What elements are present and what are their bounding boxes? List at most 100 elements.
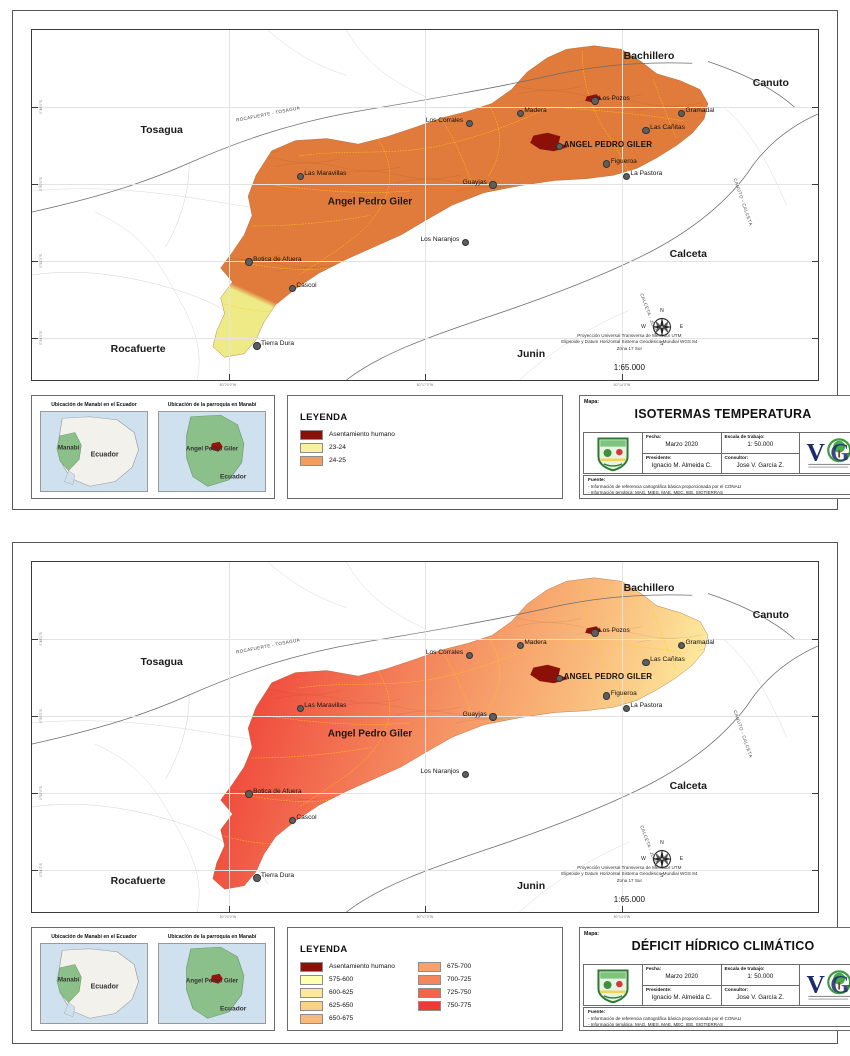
fuente-line: - Información temática: MAG, MIES, MAE, …: [588, 490, 724, 495]
fuente-line: - Información de referencia cartográfica…: [588, 1016, 742, 1021]
legend-column: 675-700 700-725 725-750 750-775: [418, 961, 471, 1013]
axis-tick-right: [812, 107, 818, 109]
axis-tick-right: [812, 793, 818, 795]
axis-tick-bottom: [621, 374, 623, 380]
legend-swatch-icon: [300, 442, 323, 453]
legend-swatch-icon: [300, 987, 323, 998]
settlement-dot-icon: [603, 160, 611, 168]
legend-column: Asentamiento humano 23-24 24-25: [300, 429, 395, 468]
graticule-line-vertical: [621, 562, 623, 912]
neighbor-label: Junin: [517, 879, 546, 892]
bottom-strip: Ubicación de Manabí en el Ecuador Manabí E…: [31, 927, 850, 1031]
settlement-dot-icon: [288, 284, 297, 292]
north-label-s: S: [660, 341, 664, 347]
locator-inset-1: Ubicación de Manabí en el Ecuador Manabí E…: [38, 934, 150, 1026]
graticule-line-vertical: [425, 30, 426, 380]
legend-swatch-icon: [300, 1000, 323, 1011]
settlement-dot-icon: [465, 120, 473, 128]
svg-text:G: G: [830, 969, 850, 998]
settlement-dot-icon: [603, 692, 611, 700]
axis-tick-bottom: [425, 906, 427, 912]
coat-of-arms-icon: [584, 433, 643, 473]
consultor-value: Jose V. García Z.: [736, 993, 785, 1001]
neighbor-label: Tosagua: [140, 655, 183, 668]
settlement-dot-icon: [642, 127, 650, 135]
locator-panel: Ubicación de Manabí en el Ecuador Manabí E…: [31, 927, 275, 1031]
settlement-label: Botica de Afuera: [253, 787, 302, 795]
settlement-label: La Pastora: [630, 169, 663, 177]
settlement-dot-icon: [642, 659, 650, 667]
settlement-label: Los Naranjos: [420, 768, 460, 776]
axis-tick-left: [32, 716, 38, 718]
settlement-dot-icon: [622, 172, 631, 180]
bottom-strip: Ubicación de Manabí en el Ecuador Manabí E…: [31, 395, 850, 499]
axis-label-y: 0°54'0"S: [39, 331, 43, 345]
settlement-label: Cascol: [296, 281, 317, 289]
settlement-label: Tierra Dura: [261, 339, 295, 347]
settlement-label: Tierra Dura: [261, 871, 295, 879]
locator-inset-canvas: [159, 412, 265, 491]
neighbor-label: Canuto: [752, 76, 789, 89]
locator-inset-label: Manabí: [57, 444, 80, 452]
axis-tick-right: [812, 184, 818, 186]
settlement-dot-icon: [591, 629, 599, 637]
north-label-s: S: [660, 873, 664, 879]
legend-item[interactable]: 650-675: [300, 1013, 395, 1025]
map-frame[interactable]: 0°48'0"S 0°50'0"S 0°52'0"S 0°54'0"S Tosagua B…: [31, 561, 819, 913]
settlement-dot-icon: [296, 704, 304, 712]
locator-inset-2: Ubicación de la parroquia en Manabí Angel…: [156, 402, 268, 494]
neighbor-label: Rocafuerte: [110, 342, 166, 355]
settlement-label: Las Cañitas: [650, 124, 685, 132]
axis-label-y: 0°54'0"S: [39, 863, 43, 877]
settlement-dot-icon: [516, 641, 525, 649]
north-label-w: W: [641, 856, 646, 862]
axis-tick-bottom: [228, 906, 230, 912]
settlement-dot-icon: [555, 674, 564, 683]
axis-label-x: 80°20'0"W: [219, 915, 237, 919]
neighbor-label: Bachillero: [623, 50, 675, 63]
axis-label-y: 0°52'0"S: [39, 786, 43, 800]
legend-item-label: 700-725: [447, 976, 472, 984]
scale-text: 1:65.000: [613, 894, 645, 904]
legend-swatch-icon: [418, 987, 441, 998]
escala-value: 1: 50.000: [747, 441, 774, 448]
legend-item[interactable]: Asentamiento humano: [300, 429, 395, 441]
legend-item[interactable]: Asentamiento humano: [300, 961, 395, 973]
axis-label-y: 0°50'0"S: [39, 709, 43, 723]
legend-item[interactable]: 750-775: [418, 1000, 471, 1012]
legend-item-label: Asentamiento humano: [329, 963, 395, 971]
presidente-label: Presidente:: [646, 454, 672, 460]
legend-item[interactable]: 625-650: [300, 1000, 395, 1012]
locator-inset-title: Ubicación de la parroquia en Manabí: [167, 402, 257, 408]
map-title: ISOTERMAS TEMPERATURA: [634, 407, 812, 421]
legend-item[interactable]: 600-625: [300, 987, 395, 999]
fuente-line: - Información temática: MAG, MIES, MAE, …: [588, 1022, 724, 1027]
settlement-dot-icon: [288, 816, 297, 824]
map-frame[interactable]: 0°48'0"S 0°50'0"S 0°52'0"S 0°54'0"S Tosagua B…: [31, 29, 819, 381]
settlement-dot-icon: [461, 239, 469, 247]
legend-item[interactable]: 725-750: [418, 987, 471, 999]
settlement-dot-icon: [296, 172, 304, 180]
svg-text:V: V: [806, 437, 825, 466]
legend-item[interactable]: 23-24: [300, 442, 395, 454]
settlement-label: Figueroa: [610, 157, 637, 165]
legend-swatch-icon: [418, 974, 441, 985]
axis-tick-left: [32, 184, 38, 186]
legend-item[interactable]: 24-25: [300, 455, 395, 467]
coat-of-arms-icon: [584, 965, 643, 1005]
legend-item[interactable]: 675-700: [418, 961, 471, 973]
settlement-dot-icon: [516, 109, 525, 117]
legend-item-label: Asentamiento humano: [329, 431, 395, 439]
settlement-label: Gramadal: [685, 106, 715, 114]
settlement-dot-icon: [253, 874, 261, 882]
legend-item[interactable]: 700-725: [418, 974, 471, 986]
graticule-line-vertical: [621, 30, 623, 380]
legend-swatch-icon: [300, 1013, 323, 1024]
map-label: Mapa:: [584, 399, 599, 405]
legend-item-label: 650-675: [329, 1015, 354, 1023]
source-block: Fuente: - Información de referencia carto…: [583, 475, 850, 495]
settlement-label: Madera: [524, 106, 547, 114]
legend-item[interactable]: 575-600: [300, 974, 395, 986]
north-label-w: W: [641, 324, 646, 330]
axis-label-y: 0°50'0"S: [39, 177, 43, 191]
